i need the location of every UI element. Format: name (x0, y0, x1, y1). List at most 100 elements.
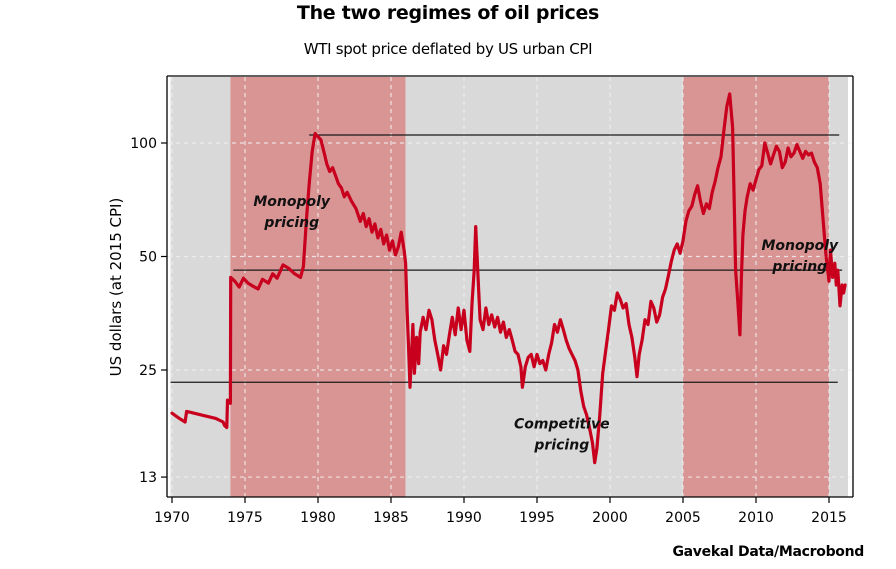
data-point (454, 333, 457, 336)
data-point (496, 316, 499, 319)
data-point (678, 252, 682, 255)
data-point (621, 306, 625, 310)
data-point (813, 160, 816, 164)
data-point (556, 330, 559, 334)
data-point (516, 353, 520, 356)
source-label: Gavekal Data/Macrobond (672, 544, 864, 560)
data-point (795, 143, 799, 146)
data-point (402, 248, 406, 252)
data-point (740, 276, 743, 279)
data-point (643, 318, 647, 321)
data-point (490, 313, 493, 317)
data-point (658, 313, 661, 317)
data-point (829, 248, 832, 252)
data-point (299, 276, 302, 279)
data-point (382, 242, 385, 246)
data-point (451, 316, 454, 319)
data-point (442, 344, 445, 347)
data-point (588, 427, 591, 430)
data-point (439, 368, 442, 372)
data-point (337, 182, 340, 185)
data-point (178, 417, 181, 420)
data-point (427, 309, 431, 312)
data-point (541, 359, 545, 362)
data-point (766, 151, 769, 155)
data-point (824, 255, 828, 258)
annotation-text: Monopoly (761, 238, 839, 254)
data-point (408, 386, 412, 389)
data-point (527, 356, 530, 359)
x-tick-label: 1990 (446, 510, 482, 526)
data-point (229, 402, 232, 405)
data-point (246, 281, 250, 285)
data-point (325, 162, 328, 166)
data-point (633, 356, 637, 359)
data-point (424, 328, 428, 331)
data-point (673, 248, 676, 252)
data-point (316, 135, 320, 138)
data-point (379, 228, 382, 231)
data-point (842, 291, 845, 295)
x-tick-label: 1975 (227, 510, 263, 526)
data-point (640, 338, 644, 342)
data-point (567, 347, 571, 350)
data-point (448, 333, 451, 336)
data-point (221, 420, 225, 424)
data-point (760, 164, 764, 168)
data-point (281, 263, 285, 267)
data-point (708, 207, 711, 210)
data-point (481, 328, 485, 331)
data-point (836, 268, 839, 272)
data-point (696, 184, 699, 187)
data-point (607, 328, 610, 331)
data-point (456, 306, 460, 310)
data-point (493, 325, 496, 329)
data-point (313, 132, 317, 135)
data-point (529, 353, 533, 356)
data-point (334, 174, 337, 177)
data-point (322, 150, 326, 153)
data-point (223, 424, 226, 427)
data-point (699, 200, 702, 203)
data-point (445, 353, 448, 356)
data-point (833, 261, 837, 265)
x-tick-label: 2000 (592, 510, 628, 526)
data-point (370, 230, 374, 234)
data-point (553, 323, 556, 326)
data-point (738, 333, 742, 336)
annotation-text: pricing (533, 437, 589, 453)
data-point (705, 202, 708, 205)
data-point (835, 283, 838, 287)
data-point (430, 318, 434, 321)
data-point (185, 410, 188, 413)
data-point (579, 389, 582, 393)
data-point (585, 413, 588, 417)
data-point (200, 413, 203, 417)
data-point (778, 150, 781, 153)
data-point (667, 274, 670, 277)
data-point (751, 188, 755, 192)
data-point (473, 268, 476, 272)
data-point (229, 276, 232, 279)
data-point (550, 341, 553, 345)
data-point (331, 166, 334, 169)
y-axis-label: US dollars (at 2015 CPI) (107, 198, 125, 377)
data-point (601, 372, 604, 375)
data-point (716, 166, 720, 169)
data-point (819, 182, 822, 185)
data-point (404, 261, 407, 265)
data-point (843, 283, 847, 287)
data-point (267, 281, 270, 285)
data-point (757, 168, 761, 171)
data-point (754, 178, 758, 181)
data-point (559, 318, 562, 321)
data-point (702, 212, 705, 215)
data-point (308, 182, 311, 185)
data-point (415, 336, 418, 339)
data-point (591, 441, 594, 445)
data-point (711, 191, 714, 194)
data-point (565, 338, 568, 342)
data-point (810, 151, 813, 155)
data-point (781, 166, 784, 169)
data-point (475, 255, 479, 258)
